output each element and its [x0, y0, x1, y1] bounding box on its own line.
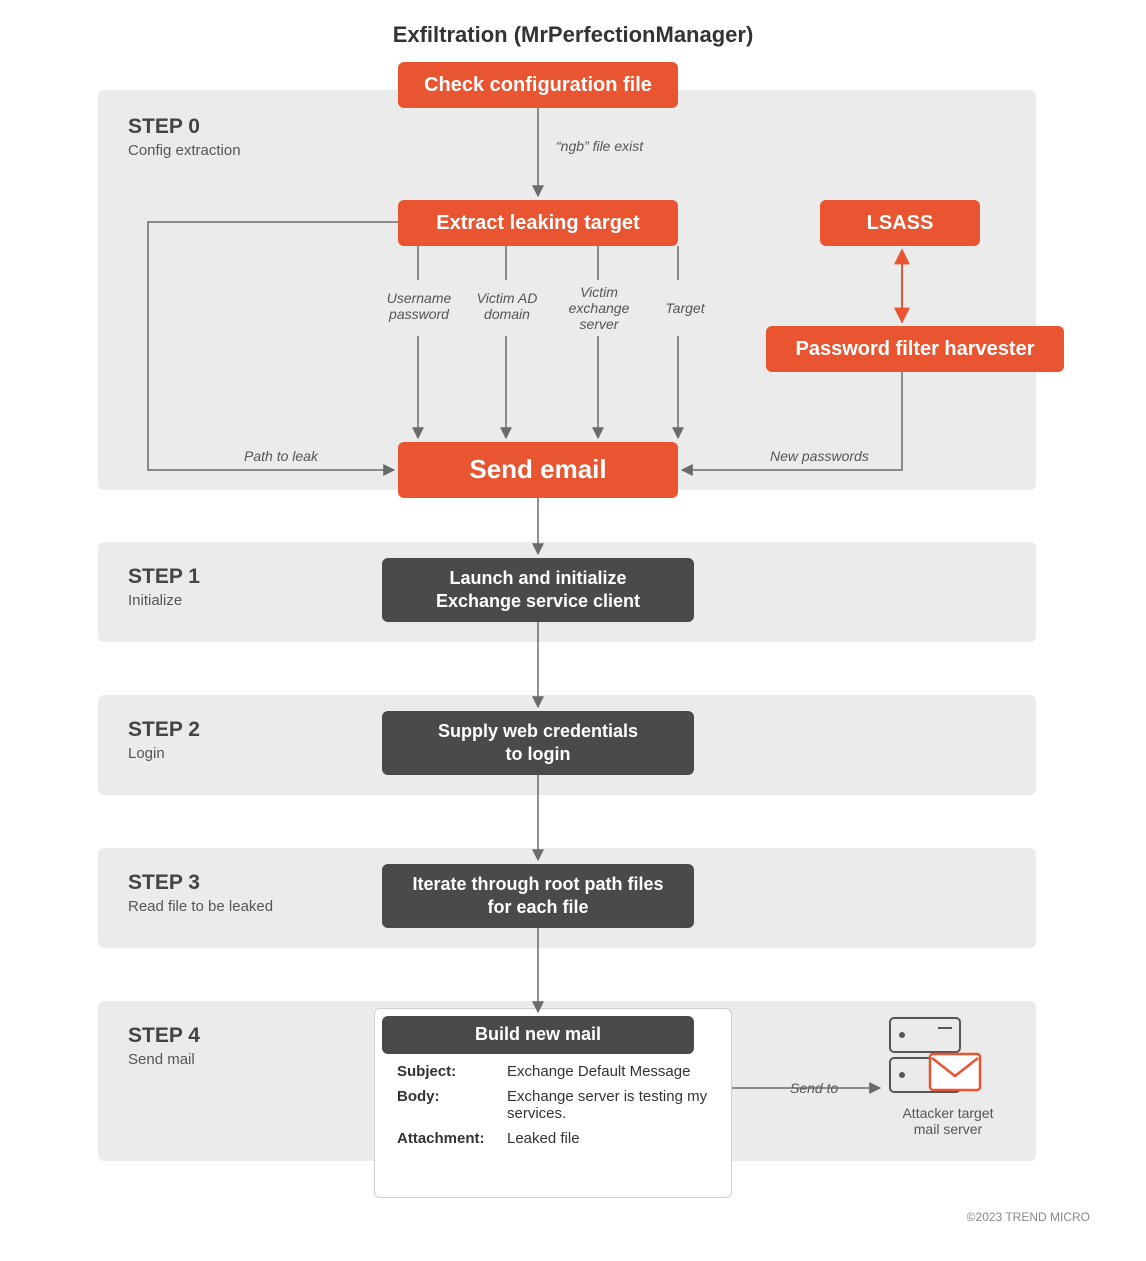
node-build-mail: Build new mail: [382, 1016, 694, 1054]
label-new-passwords: New passwords: [770, 448, 869, 464]
label-target: Target: [650, 300, 720, 316]
mail-body-v: Exchange server is testing my services.: [507, 1088, 709, 1122]
copyright: ©2023 TREND MICRO: [967, 1210, 1090, 1224]
label-victim-exchange: Victim exchange server: [554, 284, 644, 332]
step1-title: STEP 1: [128, 565, 200, 589]
label-username-pw: Username password: [374, 290, 464, 322]
node-send-email: Send email: [398, 442, 678, 498]
label-victim-ad: Victim AD domain: [462, 290, 552, 322]
node-lsass: LSASS: [820, 200, 980, 246]
step4-title: STEP 4: [128, 1024, 200, 1048]
label-path-to-leak: Path to leak: [244, 448, 318, 464]
label-ngb-exist: “ngb” file exist: [556, 138, 643, 154]
step3-sub: Read file to be leaked: [128, 898, 273, 915]
step0-title: STEP 0: [128, 115, 200, 139]
mail-subject-v: Exchange Default Message: [507, 1063, 709, 1080]
node-supply-creds: Supply web credentials to login: [382, 711, 694, 775]
mail-body-k: Body:: [397, 1088, 507, 1122]
node-launch-init: Launch and initialize Exchange service c…: [382, 558, 694, 622]
diagram-title: Exfiltration (MrPerfectionManager): [0, 22, 1146, 48]
mail-attach-v: Leaked file: [507, 1130, 709, 1147]
node-extract-target: Extract leaking target: [398, 200, 678, 246]
step2-sub: Login: [128, 745, 165, 762]
node-iterate-files: Iterate through root path files for each…: [382, 864, 694, 928]
step0-sub: Config extraction: [128, 142, 241, 159]
step1-sub: Initialize: [128, 592, 182, 609]
attacker-label: Attacker target mail server: [878, 1105, 1018, 1137]
step3-title: STEP 3: [128, 871, 200, 895]
label-send-to: Send to: [790, 1080, 838, 1096]
node-check-config: Check configuration file: [398, 62, 678, 108]
node-pw-harvester: Password filter harvester: [766, 326, 1064, 372]
step2-title: STEP 2: [128, 718, 200, 742]
mail-attach-k: Attachment:: [397, 1130, 507, 1147]
step4-sub: Send mail: [128, 1051, 195, 1068]
mail-subject-k: Subject:: [397, 1063, 507, 1080]
